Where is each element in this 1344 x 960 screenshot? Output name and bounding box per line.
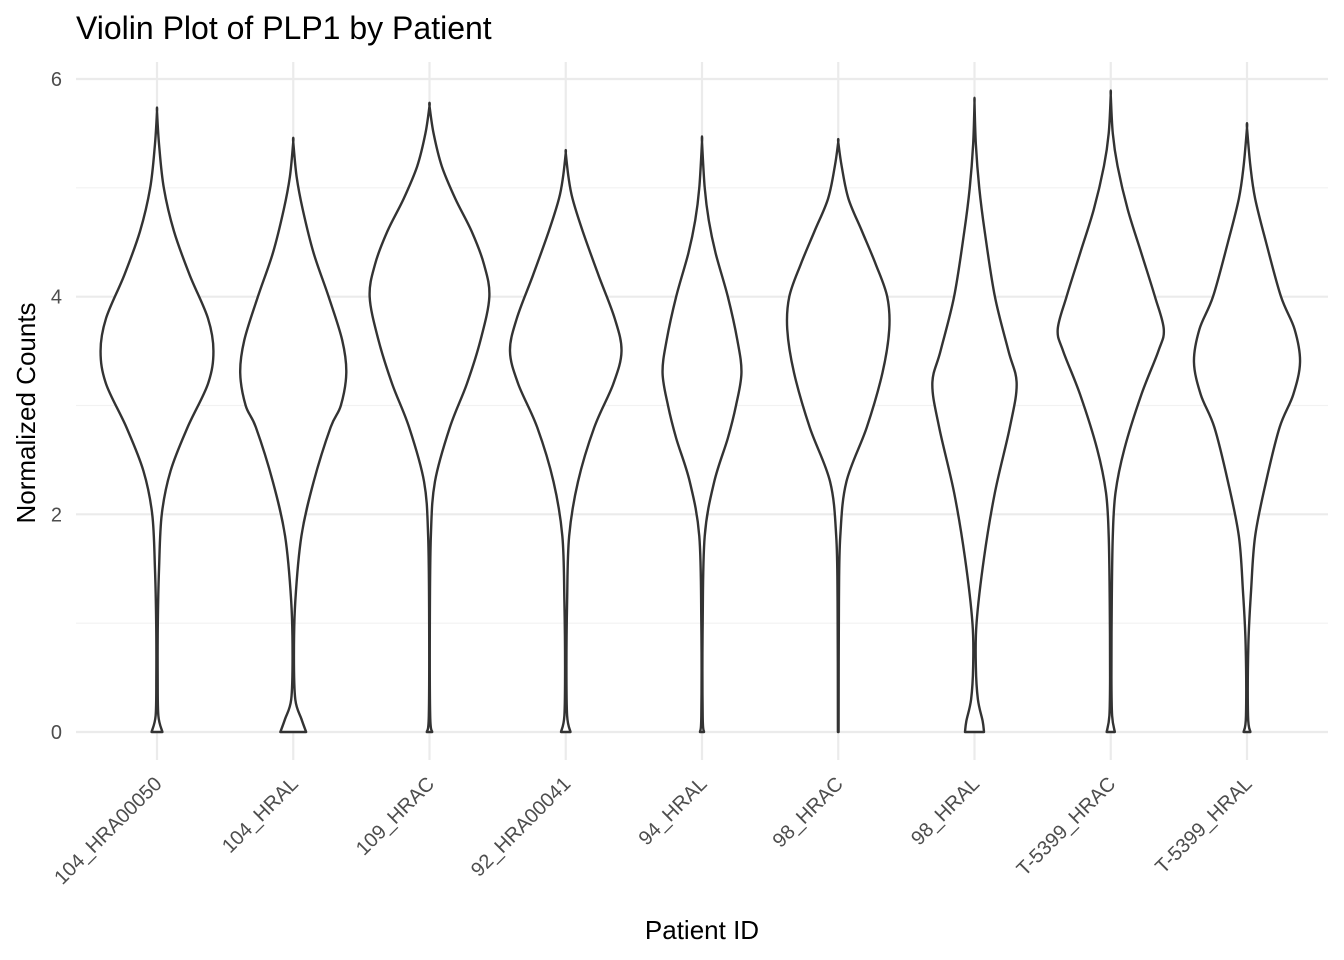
x-axis-label: Patient ID [645,915,759,945]
y-tick-label: 0 [51,722,62,744]
y-tick-labels: 0 2 4 6 [51,69,62,744]
violin-104_HRAL [238,136,348,734]
y-tick-label: 4 [51,287,62,309]
violin-109_HRAC [368,101,491,734]
violin-94_HRAL [661,135,743,734]
violin-98_HRAC [785,137,891,734]
violin-98_HRAL [931,96,1018,734]
y-tick-label: 6 [51,69,62,91]
violin-104_HRA00050 [99,106,215,734]
violin-T-5399_HRAL [1192,122,1302,734]
chart-title: Violin Plot of PLP1 by Patient [76,10,492,46]
y-tick-label: 2 [51,504,62,526]
violins [99,89,1302,734]
violin-92_HRA00041 [508,148,623,734]
y-axis-label: Normalized Counts [11,302,41,523]
violin-T-5399_HRAC [1056,89,1166,734]
